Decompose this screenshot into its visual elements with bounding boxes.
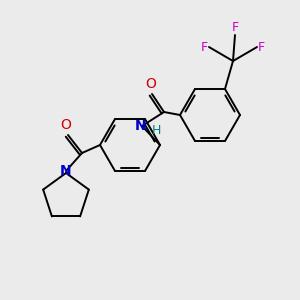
Text: N: N bbox=[60, 164, 72, 178]
Text: F: F bbox=[201, 40, 208, 53]
Text: O: O bbox=[61, 118, 71, 132]
Text: F: F bbox=[231, 21, 239, 34]
Text: H: H bbox=[152, 124, 161, 137]
Text: N: N bbox=[135, 119, 147, 133]
Text: F: F bbox=[258, 40, 265, 53]
Text: O: O bbox=[146, 77, 156, 91]
